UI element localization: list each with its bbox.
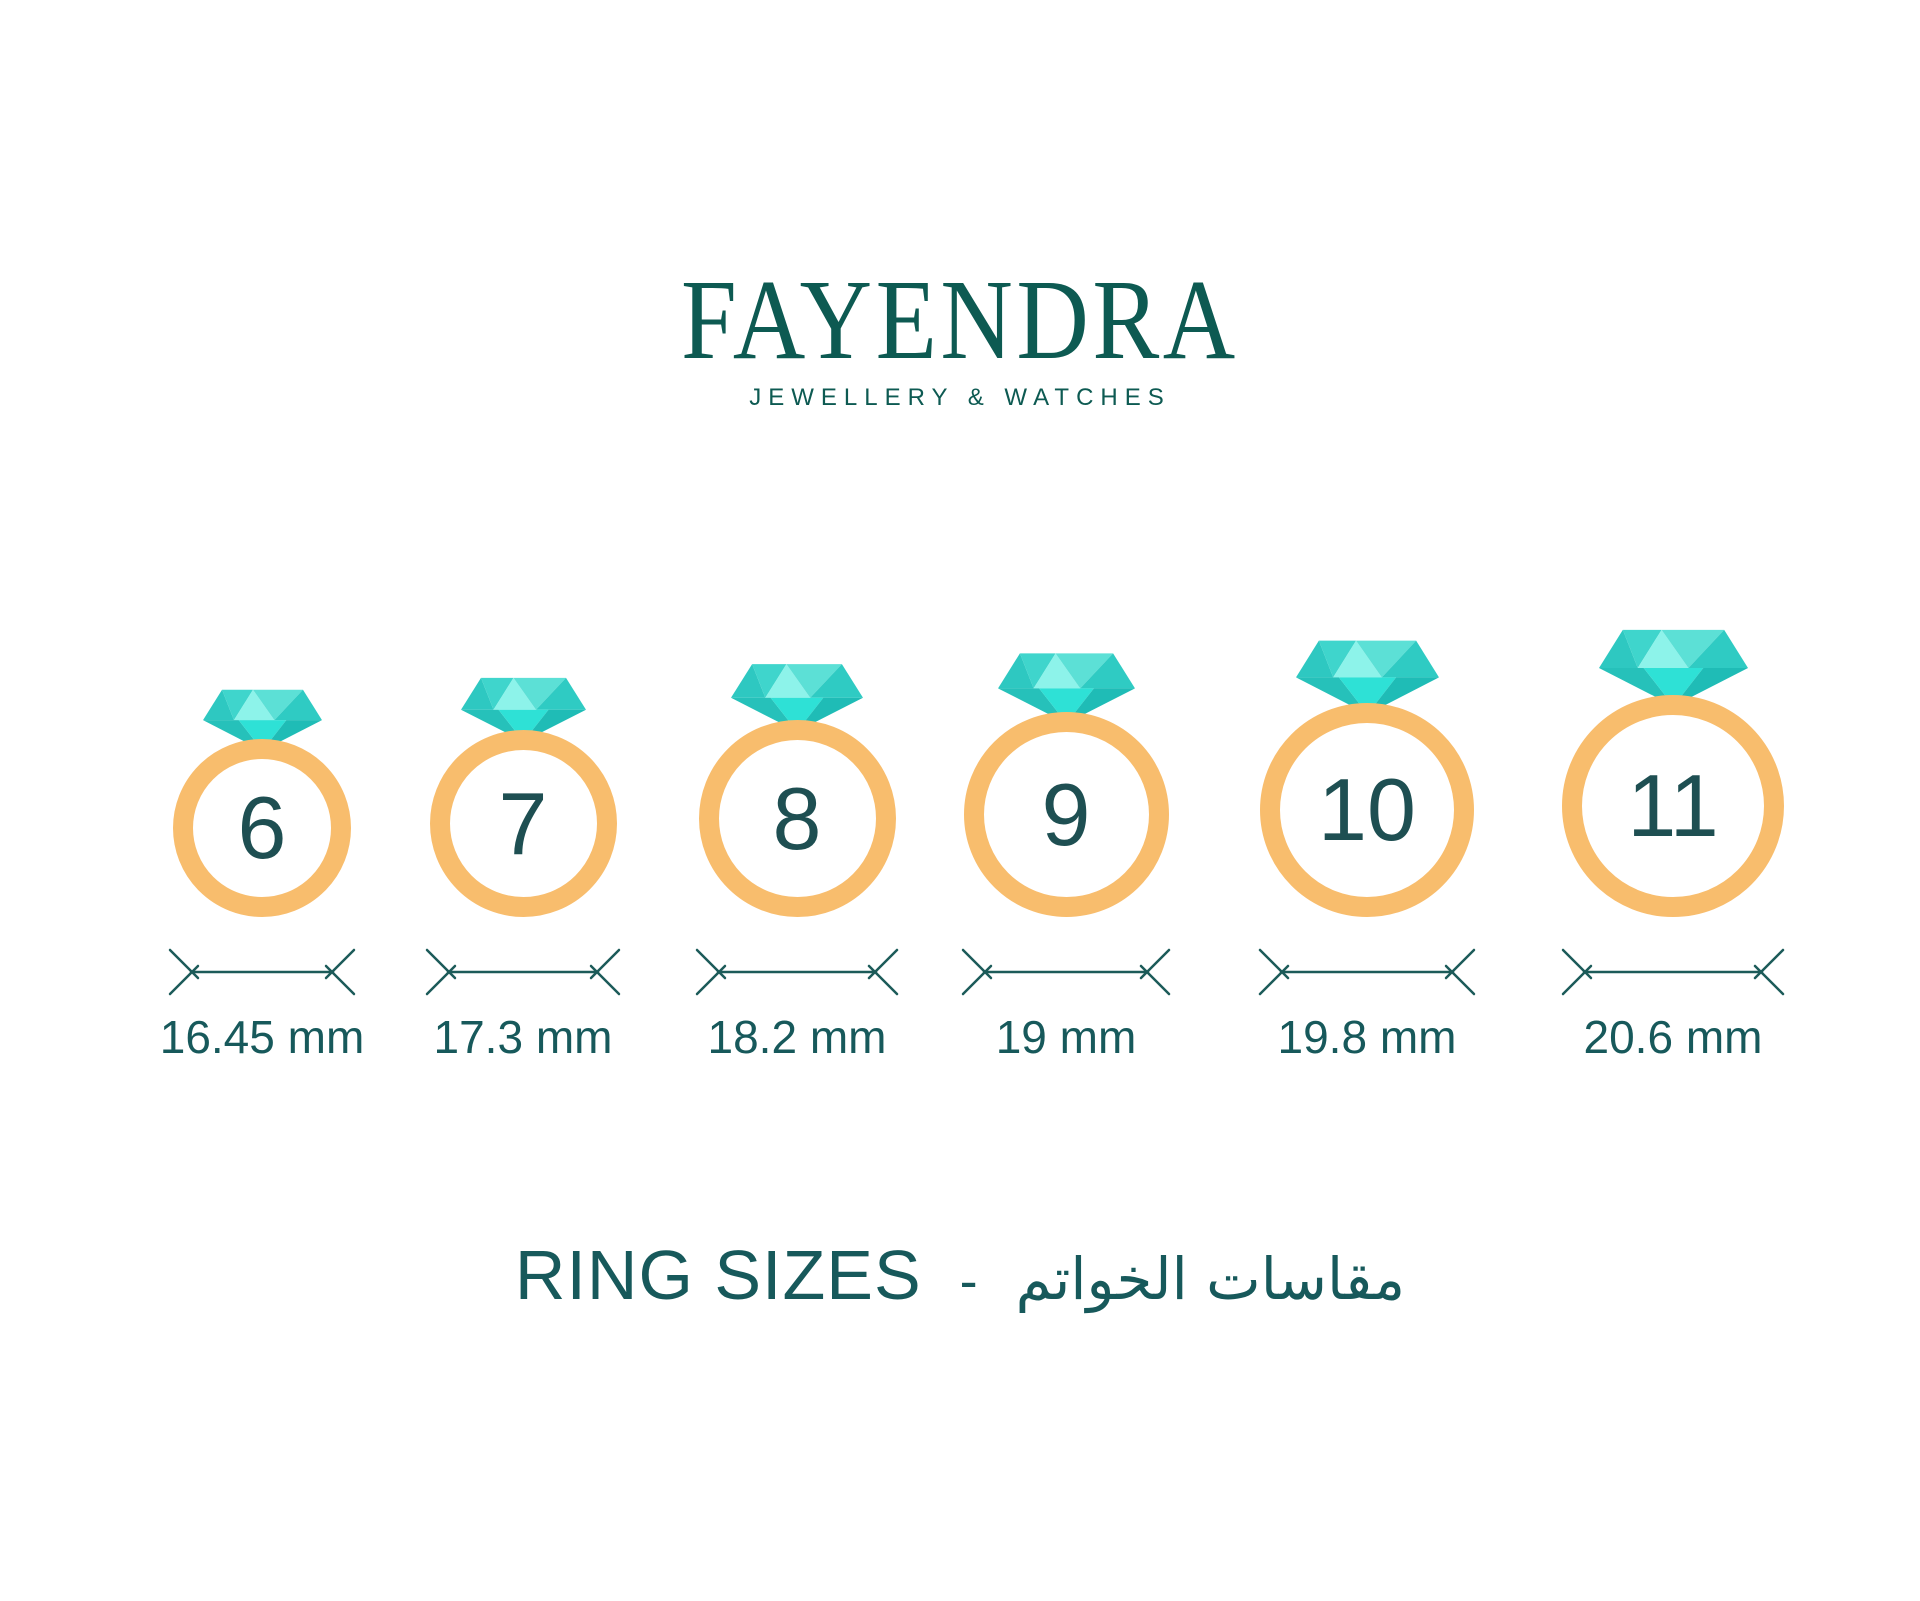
diameter-label: 20.6 mm [1583, 1011, 1763, 1063]
ring-size-number: 8 [772, 768, 822, 868]
diameter-label: 18.2 mm [707, 1011, 887, 1063]
brand-logo: FAYENDRA JEWELLERY & WATCHES [0, 263, 1920, 410]
ring-size-number: 9 [1041, 764, 1091, 864]
title-english: RING SIZES [514, 1236, 922, 1314]
dimension-arrow [1561, 948, 1785, 996]
dimension-arrow [425, 948, 621, 996]
diameter-label: 17.3 mm [433, 1011, 613, 1063]
brand-name: FAYENDRA [681, 256, 1239, 383]
dimension-arrow [695, 948, 899, 996]
title-arabic: مقاسات الخواتم [1015, 1245, 1406, 1313]
ring-size-number: 6 [237, 778, 287, 877]
ring-size-number: 11 [1627, 756, 1719, 855]
diameter-label: 19 mm [995, 1011, 1137, 1063]
diameter-label: 16.45 mm [159, 1011, 365, 1063]
diameter-label: 19.8 mm [1277, 1011, 1457, 1063]
ring-size-number: 10 [1318, 760, 1416, 859]
diamond-icon [460, 677, 586, 742]
dimension-arrow [1258, 948, 1476, 996]
diamond-icon [731, 664, 863, 732]
page-title: RING SIZES - مقاسات الخواتم [0, 1240, 1920, 1310]
diamond-icon [997, 653, 1135, 724]
brand-tagline: JEWELLERY & WATCHES [749, 384, 1171, 411]
diamond-icon [1295, 640, 1439, 715]
dimension-arrow [961, 948, 1171, 996]
ring-size-number: 7 [498, 773, 548, 873]
dimension-arrow [168, 948, 356, 996]
title-separator: - [959, 1251, 978, 1311]
